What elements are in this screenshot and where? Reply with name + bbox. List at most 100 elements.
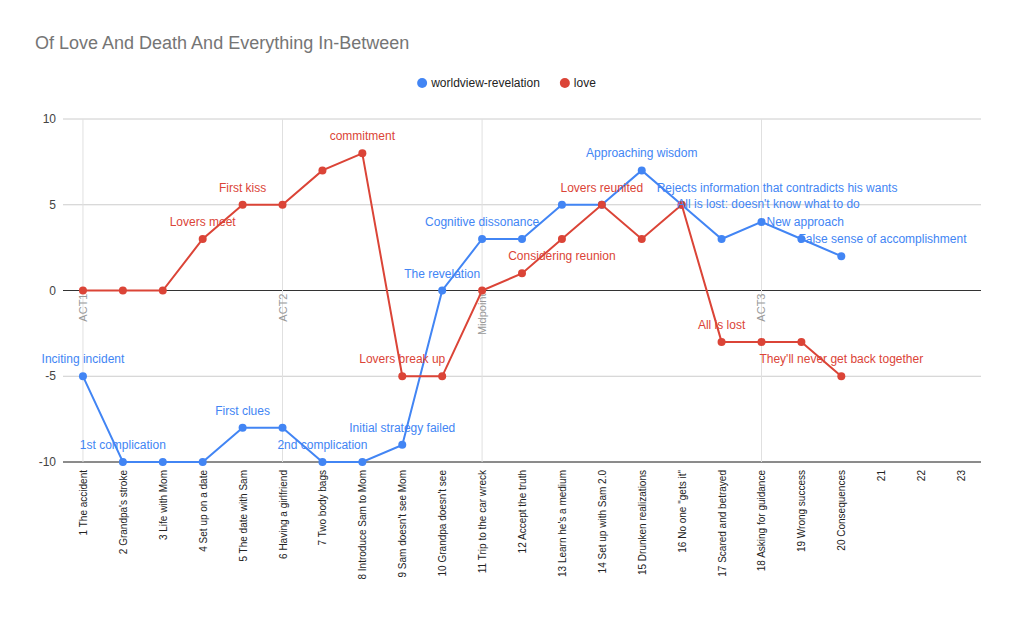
x-tick-label: 6 Having a girlfriend <box>278 470 289 559</box>
legend-item: love <box>560 76 596 90</box>
point <box>478 287 486 295</box>
point <box>438 372 446 380</box>
point <box>119 458 127 466</box>
annotation: Cognitive dissonance <box>425 215 539 229</box>
x-tick-label: 15 Drunken realizations <box>637 470 648 575</box>
point <box>318 166 326 174</box>
legend-marker <box>417 78 427 88</box>
series-line <box>83 170 841 462</box>
x-tick-label: 11 Trip to the car wreck <box>477 469 488 573</box>
x-tick-label: 8 Introduce Sam to Mom <box>357 470 368 580</box>
x-tick-label: 4 Set up on a date <box>198 470 209 552</box>
title: Of Love And Death And Everything In-Betw… <box>35 33 409 53</box>
annotation: Lovers break up <box>359 352 445 366</box>
point <box>438 287 446 295</box>
x-tick-label: 10 Grandpa doesn't see <box>437 470 448 577</box>
point <box>518 235 526 243</box>
point <box>358 149 366 157</box>
point <box>757 218 765 226</box>
x-tick-label: 1 The accident <box>78 470 89 536</box>
act-label: ACT3 <box>755 294 767 322</box>
point <box>478 235 486 243</box>
point <box>718 338 726 346</box>
annotation: 1st complication <box>80 438 166 452</box>
annotation: commitment <box>330 129 396 143</box>
point <box>279 424 287 432</box>
annotation: Lovers reunited <box>560 181 643 195</box>
x-tick-label: 3 Life with Mom <box>158 470 169 540</box>
y-tick-label: 10 <box>43 112 57 126</box>
annotation: 2nd complication <box>277 438 367 452</box>
point <box>279 201 287 209</box>
point <box>518 269 526 277</box>
legend: worldview-revelation love <box>417 76 596 90</box>
act-label: ACT1 <box>77 294 89 322</box>
x-tick-label: 17 Scared and betrayed <box>717 470 728 577</box>
point <box>79 372 87 380</box>
chart: Of Love And Death And Everything In-Betw… <box>0 0 1013 627</box>
point <box>598 201 606 209</box>
point <box>398 441 406 449</box>
point <box>199 458 207 466</box>
x-tick-label: 20 Consequences <box>836 470 847 551</box>
x-tick-label: 13 Learn he's a medium <box>557 470 568 577</box>
point <box>119 287 127 295</box>
legend-label: worldview-revelation <box>430 76 540 90</box>
point <box>718 235 726 243</box>
y-tick-label: -5 <box>45 369 56 383</box>
x-tick-label: 18 Asking for guidance <box>756 470 767 572</box>
point <box>837 372 845 380</box>
point <box>239 424 247 432</box>
annotation: First kiss <box>219 181 266 195</box>
annotation: First clues <box>215 404 270 418</box>
point <box>638 235 646 243</box>
y-tick-label: 5 <box>49 198 56 212</box>
point <box>638 166 646 174</box>
x-tick-label: 14 Set up with Sam 2.0 <box>597 470 608 574</box>
point <box>398 372 406 380</box>
legend-marker <box>560 78 570 88</box>
point <box>558 201 566 209</box>
y-tick-label: 0 <box>49 284 56 298</box>
annotation: Rejects information that contradicts his… <box>657 181 898 195</box>
point <box>159 458 167 466</box>
point <box>358 458 366 466</box>
x-tick-label: 22 <box>916 470 927 482</box>
point <box>199 235 207 243</box>
x-tick-label: 9 Sam doesn't see Mom <box>397 470 408 578</box>
legend-item: worldview-revelation <box>417 76 540 90</box>
annotation: The revelation <box>404 267 480 281</box>
x-tick-label: 19 Wrong success <box>796 470 807 552</box>
annotation: Considering reunion <box>508 249 615 263</box>
annotation: All is lost: doesn't know what to do <box>677 197 860 211</box>
annotation: All is lost <box>698 318 746 332</box>
act-line <box>761 119 762 462</box>
point <box>239 201 247 209</box>
point <box>318 458 326 466</box>
x-tick-label: 23 <box>956 470 967 482</box>
annotation: False sense of accomplishment <box>798 232 967 246</box>
legend-label: love <box>574 76 596 90</box>
point <box>837 252 845 260</box>
point <box>598 201 606 209</box>
x-tick-label: 7 Two body bags <box>317 470 328 545</box>
act-line <box>282 119 283 462</box>
point <box>79 287 87 295</box>
y-tick-label: -10 <box>39 455 57 469</box>
act-label: ACT2 <box>277 294 289 322</box>
annotation: New approach <box>766 215 843 229</box>
annotation: Initial strategy failed <box>349 421 455 435</box>
x-tick-label: 5 The date with Sam <box>238 470 249 562</box>
annotation: They'll never get back together <box>759 352 923 366</box>
grid-line <box>63 119 981 120</box>
x-tick-label: 12 Accept the truth <box>517 470 528 553</box>
point <box>159 287 167 295</box>
x-tick-label: 21 <box>876 470 887 482</box>
grid-line <box>63 290 981 291</box>
annotation: Lovers meet <box>170 215 237 229</box>
point <box>757 338 765 346</box>
annotation: Approaching wisdom <box>586 146 697 160</box>
x-tick-label: 16 No one "gets it" <box>677 470 688 553</box>
annotation: Inciting incident <box>42 352 125 366</box>
point <box>558 235 566 243</box>
